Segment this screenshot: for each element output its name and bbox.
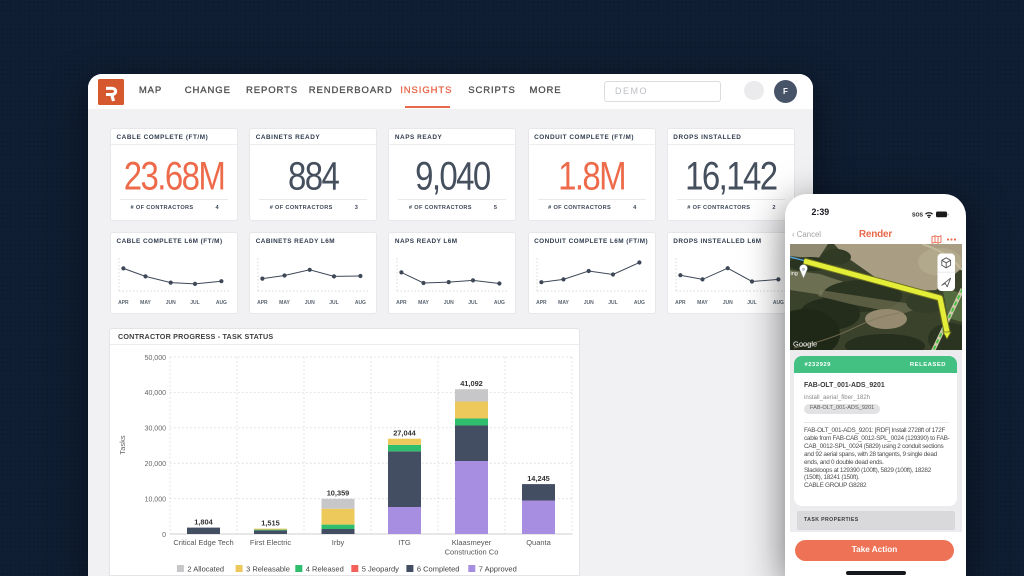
svg-text:27,044: 27,044 [393, 429, 416, 438]
svg-text:APR: APR [536, 300, 547, 306]
svg-text:AUG: AUG [355, 300, 366, 306]
svg-text:Critical Edge Tech: Critical Edge Tech [173, 538, 233, 547]
svg-text:MAY: MAY [419, 300, 430, 306]
svg-text:5 Jeopardy: 5 Jeopardy [362, 565, 399, 574]
svg-text:10,000: 10,000 [145, 496, 167, 503]
svg-text:AUG: AUG [494, 300, 505, 306]
svg-text:Quanta: Quanta [526, 538, 551, 547]
svg-text:JUL: JUL [329, 300, 338, 306]
svg-text:JUL: JUL [469, 300, 478, 306]
svg-text:APR: APR [118, 300, 129, 306]
svg-text:14,245: 14,245 [527, 474, 550, 483]
svg-text:JUL: JUL [190, 300, 199, 306]
svg-text:Google: Google [793, 339, 817, 348]
svg-text:JUN: JUN [305, 300, 315, 306]
svg-text:Tasks: Tasks [118, 435, 127, 454]
svg-text:MAY: MAY [279, 300, 290, 306]
svg-text:40,000: 40,000 [145, 390, 167, 397]
svg-text:MAY: MAY [558, 300, 569, 306]
svg-text:2 Allocated: 2 Allocated [187, 565, 224, 574]
svg-text:41,092: 41,092 [460, 379, 483, 388]
svg-text:JUN: JUN [166, 300, 176, 306]
svg-text:1,804: 1,804 [194, 518, 213, 527]
svg-text:20,000: 20,000 [145, 461, 167, 468]
svg-text:APR: APR [397, 300, 408, 306]
svg-text:ing: ing [791, 271, 798, 277]
svg-text:Irby: Irby [332, 538, 345, 547]
svg-text:JUN: JUN [722, 300, 732, 306]
svg-text:1,515: 1,515 [261, 519, 280, 528]
svg-text:4 Released: 4 Released [306, 565, 344, 574]
svg-text:AUG: AUG [216, 300, 227, 306]
svg-text:JUL: JUL [608, 300, 617, 306]
svg-text:MAY: MAY [697, 300, 708, 306]
svg-text:7 Approved: 7 Approved [479, 565, 517, 574]
svg-text:AUG: AUG [633, 300, 644, 306]
svg-text:First Electric: First Electric [250, 538, 292, 547]
svg-text:Construction Co: Construction Co [445, 548, 499, 557]
svg-text:MAY: MAY [140, 300, 151, 306]
svg-text:10,359: 10,359 [327, 489, 350, 498]
svg-text:JUL: JUL [747, 300, 756, 306]
svg-text:Klaasmeyer: Klaasmeyer [452, 538, 492, 547]
svg-text:50,000: 50,000 [145, 355, 167, 362]
svg-text:AUG: AUG [773, 300, 784, 306]
svg-text:APR: APR [675, 300, 686, 306]
svg-text:SOS: SOS [912, 212, 923, 218]
svg-text:JUN: JUN [583, 300, 593, 306]
svg-text:0: 0 [162, 532, 166, 539]
svg-text:3 Releasable: 3 Releasable [246, 565, 290, 574]
svg-text:APR: APR [257, 300, 268, 306]
svg-text:ITG: ITG [398, 538, 411, 547]
svg-text:30,000: 30,000 [145, 426, 167, 433]
svg-text:JUN: JUN [444, 300, 454, 306]
svg-text:6 Completed: 6 Completed [417, 565, 460, 574]
